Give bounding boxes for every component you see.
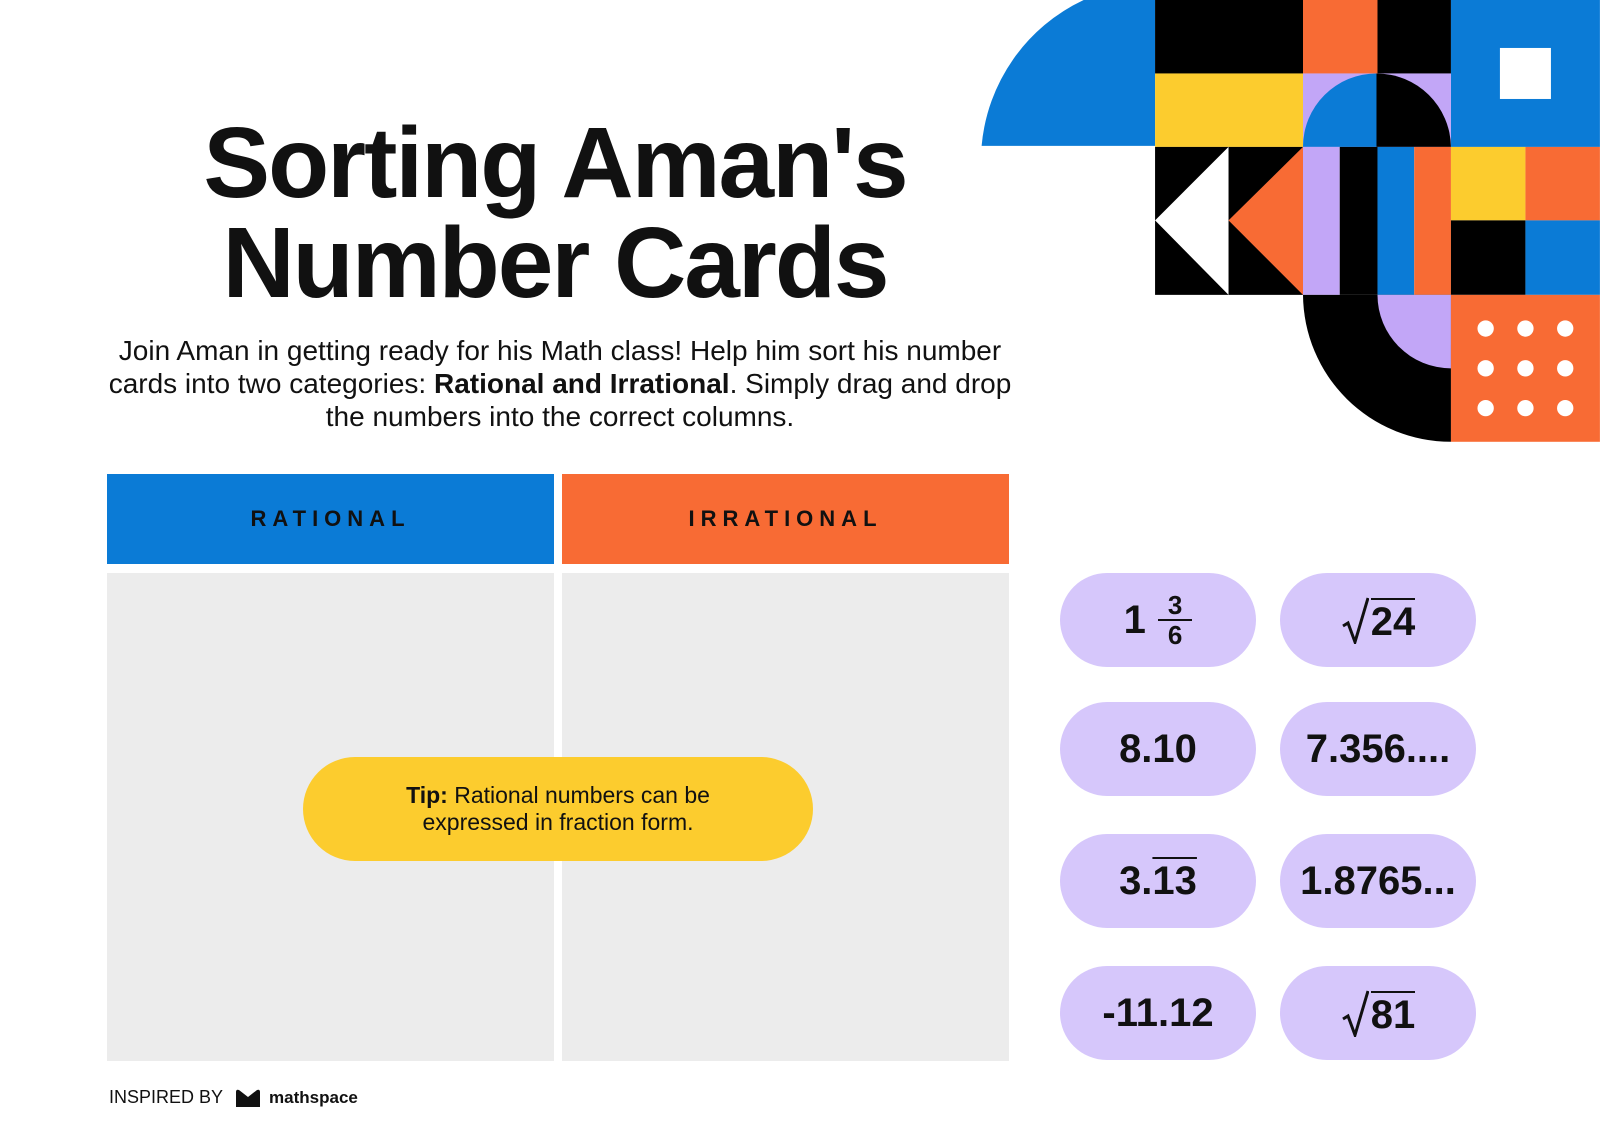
root-sign: [1341, 597, 1369, 644]
number-card[interactable]: 7.356....: [1280, 702, 1476, 796]
number-card[interactable]: 8.10: [1060, 702, 1256, 796]
tip-body: Tip: Rational numbers can be expressed i…: [373, 782, 743, 836]
title-line: Number Cards: [222, 207, 889, 319]
title-line: Sorting Aman's: [203, 107, 908, 219]
footer: INSPIRED BY mathspace: [109, 1087, 358, 1108]
intro: Join Aman in getting ready for his Math …: [100, 334, 1020, 433]
tip-text: Rational numbers can be expressed in fra…: [422, 782, 710, 835]
card-text: 3.: [1119, 858, 1153, 903]
denominator: 6: [1167, 620, 1183, 650]
card-text: 7.356....: [1305, 726, 1451, 771]
root-sign: [1341, 990, 1369, 1037]
column-header: IRRATIONAL: [562, 474, 1009, 564]
card-text: -11.12: [1102, 990, 1214, 1035]
number-card[interactable]: 3. 13: [1060, 834, 1256, 928]
number-card[interactable]: 81: [1280, 966, 1476, 1060]
whole: 1: [1123, 597, 1146, 642]
number-card[interactable]: 24: [1280, 573, 1476, 667]
numerator: 3: [1157, 591, 1193, 621]
card-text: 8.10: [1119, 726, 1197, 771]
radicand: 81: [1370, 991, 1416, 1037]
intro-text: . Simply drag and drop the numbers into …: [325, 368, 1012, 432]
intro-bold: Rational and Irrational: [433, 368, 730, 399]
brand-logo: [236, 1089, 261, 1107]
number-card[interactable]: -11.12: [1060, 966, 1256, 1060]
radicand: 24: [1370, 598, 1416, 644]
number-card[interactable]: 1.8765...: [1280, 834, 1476, 928]
tip: Tip: Rational numbers can be expressed i…: [303, 757, 813, 861]
footer-label: INSPIRED BY: [109, 1087, 224, 1107]
tip-label: Tip:: [406, 782, 448, 808]
column-header: RATIONAL: [107, 474, 554, 564]
card-text: 1.8765...: [1300, 858, 1456, 903]
brand-name: mathspace: [269, 1087, 358, 1107]
intro-text: Join Aman in getting ready for his Math …: [108, 335, 1002, 399]
repeating-digits: 13: [1152, 858, 1197, 903]
